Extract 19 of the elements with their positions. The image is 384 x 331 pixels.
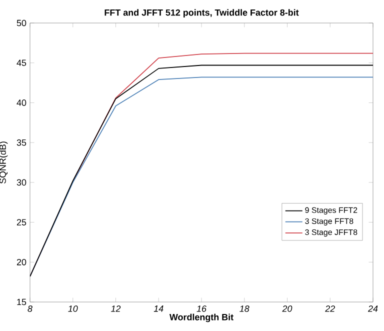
x-axis-title: Wordlength Bit [169,314,234,322]
y-tick-label: 35 [16,139,26,146]
x-tick-label: 12 [111,306,121,312]
x-tick-label: 20 [282,306,292,312]
y-tick-label: 20 [16,258,26,266]
x-tick-label: 18 [240,306,250,312]
x-tick-label: 22 [325,306,335,312]
x-tick-label: 8 [28,306,32,312]
y-tick-label: 45 [16,60,26,66]
y-tick-label: 25 [16,219,26,226]
y-tick-label: 15 [17,298,26,306]
x-tick-label: 16 [196,306,206,312]
y-tick-label: 50 [16,20,26,26]
y-tick-label: 40 [16,100,26,106]
x-tick-label: 10 [68,306,78,312]
y-tick-label: 30 [16,179,26,186]
chart-title: FFT and JFFT 512 points, Twiddle Factor 8-bit [104,9,299,18]
x-tick-label: 14 [154,306,164,312]
x-tick-label: 24 [368,306,378,312]
